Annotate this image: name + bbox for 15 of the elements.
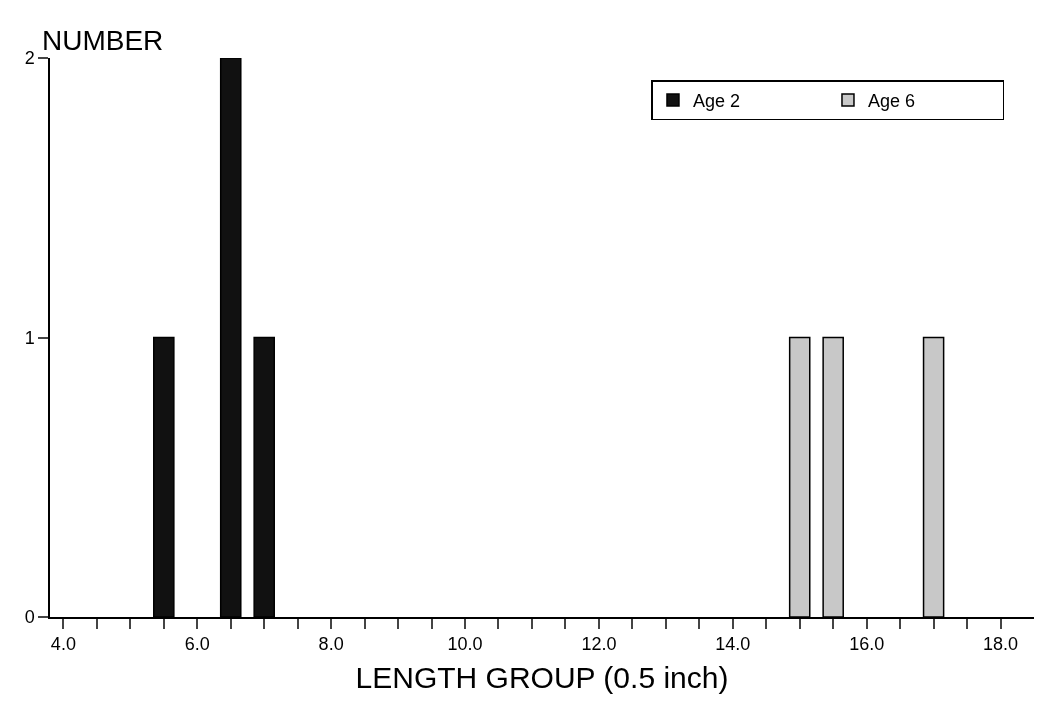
x-tick-label: 8.0 (318, 634, 344, 655)
x-tick-label: 10.0 (447, 634, 483, 655)
x-tick-label: 6.0 (184, 634, 210, 655)
legend-label: Age 6 (867, 91, 916, 112)
x-tick-label: 18.0 (983, 634, 1019, 655)
legend-label: Age 2 (692, 91, 741, 112)
x-tick-label: 4.0 (50, 634, 76, 655)
x-tick-label: 16.0 (849, 634, 885, 655)
y-axis-title: NUMBER (42, 25, 164, 56)
y-tick-label: 0 (24, 607, 35, 628)
x-tick-label: 14.0 (715, 634, 751, 655)
y-tick-label: 2 (24, 48, 35, 69)
x-axis-title: LENGTH GROUP (0.5 inch) (355, 661, 729, 695)
x-tick-label: 12.0 (581, 634, 617, 655)
y-tick-label: 1 (24, 327, 35, 348)
